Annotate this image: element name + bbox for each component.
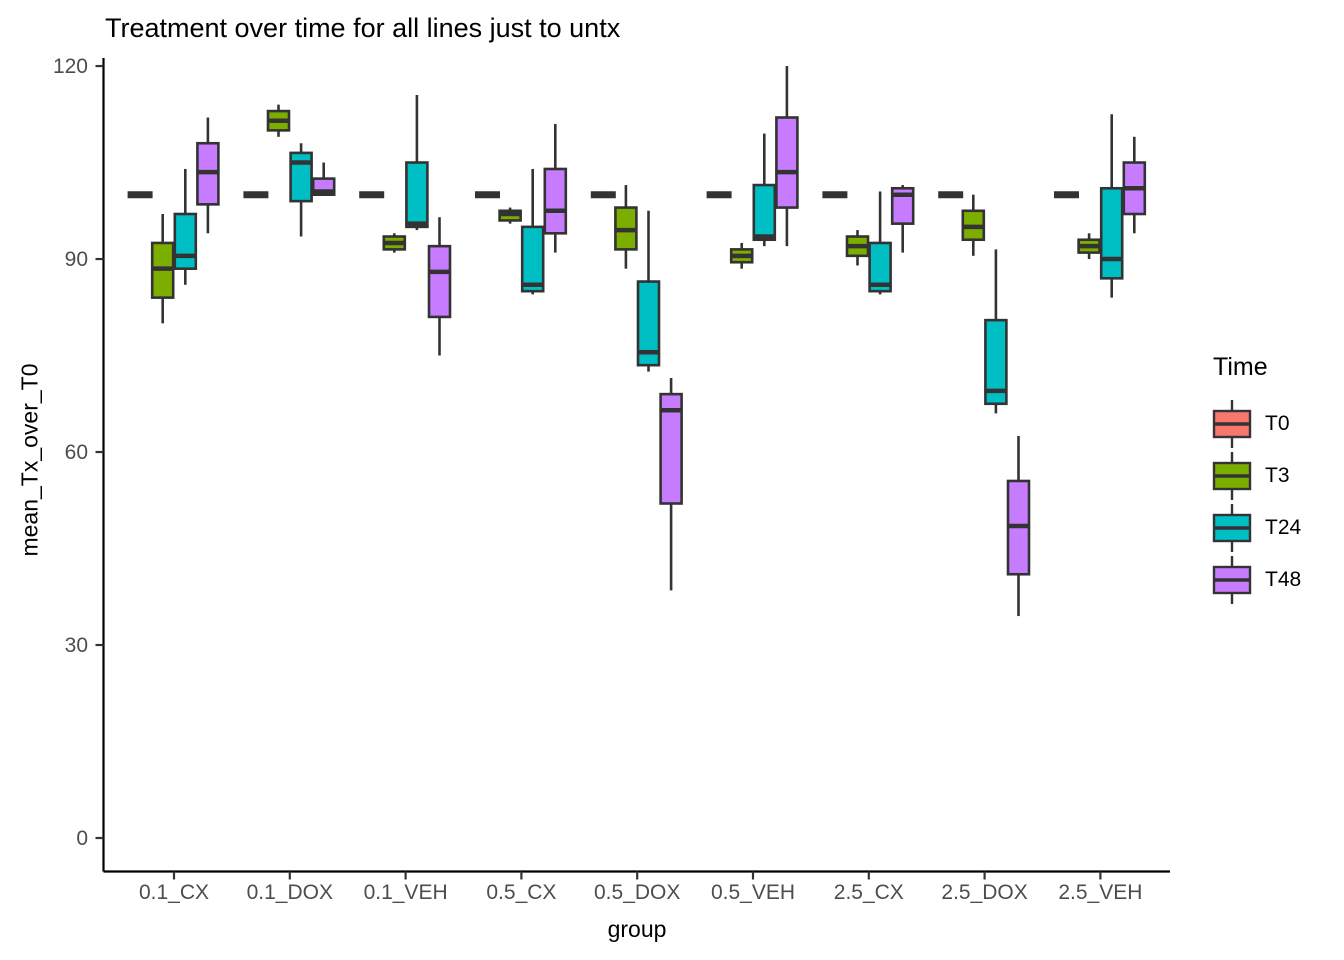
box-T24-2.5_DOX — [984, 318, 1008, 406]
legend-swatch-T0 — [1212, 400, 1252, 448]
y-tick-label: 120 — [53, 55, 88, 78]
legend-item-label: T24 — [1265, 516, 1302, 539]
legend-swatch-T48 — [1212, 556, 1252, 604]
legend-item-label: T3 — [1265, 464, 1290, 487]
legend-items: T0 T3 T24 T48 — [1211, 398, 1301, 606]
box-T24-0.5_DOX — [636, 280, 661, 367]
legend-item-T24: T24 — [1211, 502, 1301, 554]
legend-swatch-T3 — [1212, 452, 1252, 500]
chart-title: Treatment over time for all lines just t… — [105, 13, 621, 43]
y-tick-label: 60 — [65, 441, 88, 464]
box-T24-0.5_CX — [520, 225, 545, 293]
legend: Time T0 T3 T24 T48 — [1211, 353, 1301, 606]
box-T24-0.1_VEH — [405, 161, 429, 229]
x-tick-label: 2.5_DOX — [941, 881, 1027, 904]
y-tick-label: 90 — [65, 248, 88, 271]
x-tick-label: 0.5_DOX — [594, 881, 680, 904]
legend-title: Time — [1213, 353, 1268, 381]
x-tick-label: 0.1_DOX — [247, 881, 333, 904]
legend-item-T3: T3 — [1211, 450, 1301, 502]
x-tick-label: 0.5_CX — [486, 881, 556, 904]
box-T48-2.5_CX — [890, 186, 915, 225]
x-tick-label: 0.1_CX — [139, 881, 209, 904]
box-T48-0.1_VEH — [427, 244, 452, 319]
box-T48-0.5_VEH — [775, 116, 799, 209]
x-tick-label: 2.5_CX — [834, 881, 904, 904]
box-T24-0.1_CX — [173, 212, 198, 270]
box-T24-2.5_VEH — [1099, 186, 1124, 280]
y-tick-label: 30 — [65, 634, 88, 657]
box-T24-0.1_DOX — [289, 151, 313, 203]
legend-item-label: T48 — [1265, 568, 1302, 591]
y-tick-label: 0 — [76, 827, 88, 850]
x-tick-label: 0.5_VEH — [711, 881, 795, 904]
box-T48-0.5_CX — [543, 167, 568, 235]
box-T24-2.5_CX — [868, 241, 892, 293]
legend-item-label: T0 — [1265, 412, 1290, 435]
legend-swatch-T24 — [1212, 504, 1252, 552]
box-T48-0.5_DOX — [659, 392, 683, 505]
x-axis-label: group — [607, 916, 667, 942]
box-T24-0.5_VEH — [752, 183, 777, 242]
legend-item-T0: T0 — [1211, 398, 1301, 450]
x-tick-label: 0.1_VEH — [364, 881, 448, 904]
x-tick-label: 2.5_VEH — [1058, 881, 1142, 904]
legend-item-T48: T48 — [1211, 554, 1301, 606]
